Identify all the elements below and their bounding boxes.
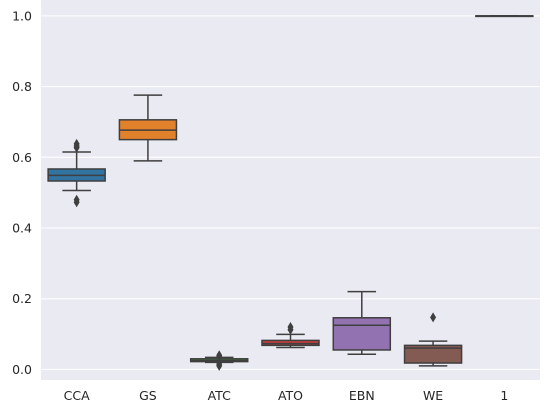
outlier-point [430, 312, 437, 323]
y-tick-label: 0.6 [12, 150, 32, 165]
y-tick-label: 0.4 [12, 221, 32, 236]
box-we [403, 312, 463, 367]
box-gs [118, 94, 178, 162]
outlier-point [287, 321, 294, 332]
x-tick-label: EBN [349, 388, 375, 403]
box-ato [261, 321, 320, 349]
x-tick-label: ATO [278, 388, 303, 403]
box-cca [47, 138, 106, 208]
x-tick-label: CCA [64, 388, 90, 403]
boxes [47, 15, 534, 371]
box-iqr [332, 317, 392, 351]
y-tick-label: 1.0 [12, 8, 32, 23]
outlier-point [73, 138, 80, 149]
box-iqr [403, 344, 463, 364]
y-tick-label: 0.0 [12, 362, 32, 377]
y-axis-tick-labels: 0.0 0.2 0.4 0.6 0.8 1.0 [12, 8, 32, 376]
outlier-point [216, 359, 223, 370]
outlier-point [73, 194, 80, 205]
y-tick-label: 0.8 [12, 79, 32, 94]
grid-lines [41, 15, 540, 370]
x-tick-label: 1 [500, 388, 508, 403]
plot-area [41, 0, 540, 380]
x-tick-label: WE [423, 388, 443, 403]
box-ebn [332, 290, 392, 355]
x-tick-label: GS [139, 388, 157, 403]
outlier-point [216, 350, 223, 361]
x-axis-tick-labels: CCA GS ATC ATO EBN WE 1 [64, 388, 509, 403]
y-tick-label: 0.2 [12, 291, 32, 306]
x-tick-label: ATC [208, 388, 231, 403]
box-atc [189, 350, 249, 371]
box-1 [475, 15, 534, 18]
